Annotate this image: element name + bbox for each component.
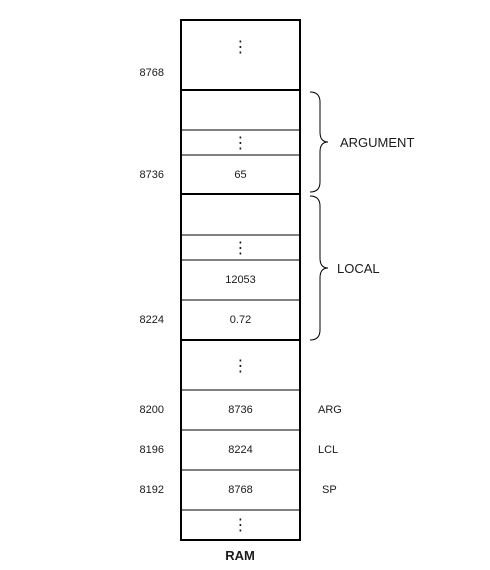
local-brace (309, 195, 329, 341)
ram-border (180, 19, 301, 541)
cell-argument-0: 65 (234, 168, 247, 181)
ellipsis-top: ⋮ (232, 39, 249, 56)
register-sp: SP (322, 484, 337, 496)
ellipsis-bottom: ⋮ (232, 517, 249, 534)
argument-brace (309, 91, 329, 193)
segment-local-label: LOCAL (337, 261, 380, 276)
address-8196: 8196 (139, 444, 164, 456)
address-8736: 8736 (139, 169, 164, 181)
cell-local-top (181, 195, 300, 235)
address-8224: 8224 (139, 314, 164, 326)
cell-local-0: 0.72 (229, 314, 252, 326)
address-8768: 8768 (139, 67, 164, 79)
address-8192: 8192 (139, 484, 164, 496)
segment-argument-label: ARGUMENT (340, 135, 415, 150)
cell-dividers (181, 129, 300, 511)
register-lcl: LCL (318, 444, 339, 456)
ram-caption: RAM (225, 548, 255, 563)
cell-sp-pointer: 8768 (228, 484, 253, 496)
cell-local-1: 12053 (225, 274, 256, 286)
cell-lcl-pointer: 8224 (228, 444, 253, 456)
cell-arg-pointer: 8736 (228, 404, 253, 416)
register-arg: ARG (318, 404, 342, 416)
cell-argument-top (181, 91, 300, 130)
ellipsis-local: ⋮ (232, 239, 249, 257)
ellipsis-argument: ⋮ (232, 134, 249, 152)
address-8200: 8200 (139, 404, 164, 416)
ellipsis-middle: ⋮ (232, 357, 249, 375)
